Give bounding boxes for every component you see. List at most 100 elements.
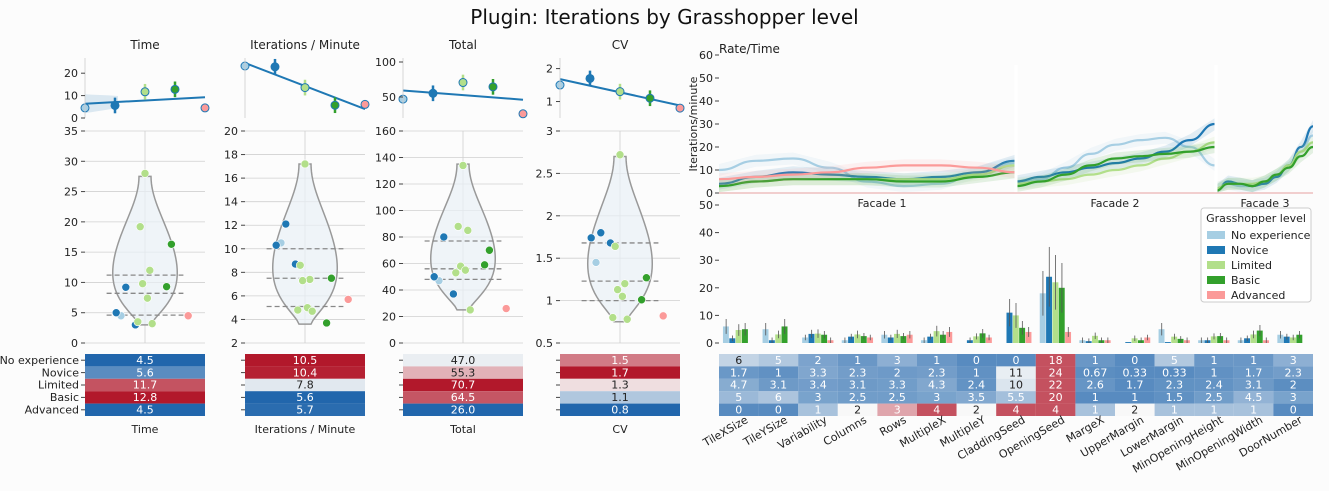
table-cell	[1154, 354, 1195, 367]
bar	[860, 336, 867, 343]
y-tick-label: 20	[382, 311, 396, 324]
bar	[781, 326, 788, 343]
table-cell-value: 18	[1049, 354, 1063, 367]
table-cell	[956, 403, 997, 416]
table-cell-value: 26.0	[451, 404, 476, 417]
bar	[1025, 331, 1032, 343]
table-cell-value: 1.1	[611, 391, 629, 404]
y-tick-label: 0	[706, 187, 713, 200]
y-tick-label: 80	[382, 231, 396, 244]
bar	[1058, 287, 1065, 343]
table-cell	[917, 391, 957, 404]
legend-label: Basic	[1231, 274, 1260, 287]
table-cell-value: 2	[973, 404, 980, 417]
y-tick-label: 160	[375, 125, 396, 138]
table-cell-value: 4.5	[1245, 391, 1263, 404]
y-tick-label: 100	[375, 205, 396, 218]
data-point	[618, 292, 627, 301]
bar	[1256, 330, 1263, 343]
y-tick-label: 50	[699, 72, 713, 85]
bar	[1125, 342, 1132, 343]
bar	[1006, 312, 1013, 343]
table-cell	[85, 354, 205, 367]
y-tick-label: 30	[64, 155, 78, 168]
panel-title: CV	[612, 38, 629, 52]
bar	[927, 336, 934, 343]
bar	[894, 333, 900, 343]
violin-shape	[111, 175, 179, 326]
table-cell-value: 11	[1009, 366, 1023, 379]
series-line	[1215, 125, 1314, 192]
table-cell	[1154, 403, 1195, 416]
table-cell	[877, 403, 917, 416]
data-point	[622, 314, 632, 324]
table-cell	[1115, 403, 1155, 416]
data-point	[620, 279, 630, 288]
bar	[906, 334, 913, 343]
table-cell	[996, 378, 1036, 392]
table-cell-value: 2.6	[1086, 379, 1104, 392]
legend-label: No experience	[1231, 229, 1311, 242]
panel-title: Iterations / Minute	[250, 38, 360, 52]
y-tick-label: 18	[224, 149, 238, 162]
table-cell-value: 55.3	[451, 366, 476, 379]
data-point	[271, 240, 281, 250]
data-point	[121, 282, 131, 292]
row-label: No experience	[0, 354, 79, 367]
table-cell-value: 5	[735, 391, 742, 404]
series-line	[1015, 122, 1216, 183]
bar	[939, 334, 946, 343]
table-cell	[1075, 354, 1115, 367]
data-point	[461, 265, 470, 275]
panel-xlabel: CV	[612, 423, 628, 436]
table-cell-value: 6	[775, 391, 782, 404]
legend-swatch	[1207, 246, 1225, 254]
table-cell	[758, 391, 799, 404]
y-tick-label: 50	[699, 199, 713, 212]
bar	[1283, 336, 1290, 343]
table-cell	[758, 378, 799, 392]
table-cell	[1233, 403, 1274, 416]
data-point	[298, 276, 307, 285]
data-point	[596, 228, 606, 238]
bar	[881, 334, 888, 343]
table-cell	[85, 366, 205, 379]
regression-line	[402, 89, 524, 101]
mean-point	[330, 100, 340, 110]
table-cell-value: 0	[973, 354, 980, 367]
y-tick-label: 10	[64, 276, 78, 289]
table-cell-value: 10.5	[293, 354, 318, 367]
legend-label: Advanced	[1231, 289, 1285, 302]
table-cell	[1233, 378, 1274, 392]
data-point	[140, 169, 150, 178]
legend-label: Limited	[1231, 259, 1272, 272]
violin-shape	[586, 155, 654, 323]
table-cell-value: 1	[973, 366, 980, 379]
table-cell	[1194, 403, 1234, 416]
table-cell-value: 1.7	[1126, 379, 1144, 392]
mean-point	[585, 73, 595, 83]
data-point	[439, 232, 449, 242]
y-tick-label: 14	[224, 196, 238, 209]
mean-point	[270, 62, 280, 72]
legend-swatch	[1207, 231, 1225, 239]
table-cell-value: 1.7	[1245, 366, 1263, 379]
table-cell	[245, 366, 365, 379]
table-cell-value: 5	[775, 354, 782, 367]
bar	[821, 334, 828, 343]
table-cell	[877, 366, 917, 379]
y-tick-label: 10	[699, 309, 713, 322]
data-point	[615, 150, 625, 160]
panel-title: Total	[448, 38, 477, 52]
data-point	[480, 260, 489, 270]
table-cell	[85, 378, 205, 392]
y-tick-label: 0	[706, 337, 713, 350]
y-tick-label: 30	[699, 254, 713, 267]
table-cell-value: 1	[1250, 354, 1257, 367]
table-cell	[877, 378, 917, 392]
data-point	[449, 289, 458, 299]
table-cell-value: 0	[1131, 354, 1138, 367]
table-cell	[996, 391, 1036, 404]
table-cell	[917, 403, 957, 416]
table-cell-value: 4.5	[136, 354, 154, 367]
